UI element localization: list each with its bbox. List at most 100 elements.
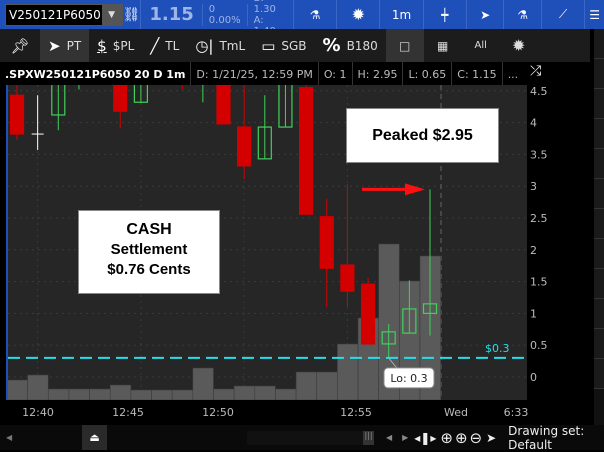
drawing-set-selector[interactable]: Drawing set: Default — [508, 423, 585, 452]
bar-low: L: 0.65 — [403, 62, 453, 86]
percent-icon: % — [322, 35, 341, 56]
gear-icon[interactable]: ✹ — [337, 0, 381, 29]
candle-body — [51, 85, 66, 116]
volume-bar — [337, 343, 359, 400]
candle-style-icon[interactable]: ┿ — [424, 0, 467, 29]
scrollbar-handle[interactable]: ||| — [363, 430, 374, 445]
tool-pt[interactable]: ➤ PT — [40, 29, 90, 62]
candle-body — [340, 264, 355, 292]
candle-body — [133, 85, 148, 103]
candle-body — [9, 94, 25, 135]
y-tick-label: 2.5 — [530, 212, 548, 225]
x-tick-label: 6:33 — [504, 406, 529, 419]
bid: B: 1.30 — [253, 0, 276, 15]
pin-icon: 📌︎ — [10, 36, 30, 55]
candle-body — [381, 331, 396, 345]
bar-open: O: 1 — [319, 62, 353, 86]
volume-bar — [8, 379, 28, 400]
cursor-mode-icon[interactable]: ➤ — [486, 430, 497, 445]
change-pct: 0.00% — [208, 14, 241, 26]
drawing-icon[interactable]: ⟋ — [542, 0, 586, 29]
flask-icon[interactable]: ⚗ — [294, 0, 338, 29]
tool-label: SGB — [281, 38, 307, 53]
low-bubble-text: Lo: 0.3 — [390, 372, 427, 385]
volume-bar — [316, 371, 338, 400]
volume-bar — [68, 388, 90, 400]
all-button[interactable]: All — [474, 40, 487, 51]
grid-layout-button[interactable]: ▦ — [424, 29, 462, 62]
scroll-left-icon[interactable]: ◀ — [6, 433, 13, 442]
y-tick-label: 3 — [530, 180, 537, 193]
tool-label: PT — [66, 38, 82, 53]
step-left-icon[interactable]: ◀ — [385, 433, 393, 442]
link-icon[interactable]: ⛓ — [123, 0, 142, 29]
volume-bar — [89, 388, 111, 400]
red-arrow-head — [405, 183, 425, 196]
time-scrollbar[interactable] — [246, 430, 364, 445]
tool-label: TmL — [219, 38, 246, 53]
expand-panel-button[interactable]: ⏏ — [82, 425, 107, 450]
volume-bar — [151, 389, 173, 400]
change: 0 — [208, 3, 216, 15]
candle-body — [257, 126, 272, 160]
settings-gear-icon[interactable]: ✹ — [512, 36, 526, 55]
y-tick-label: 4 — [530, 117, 537, 130]
step-right-icon[interactable]: ▶ — [402, 433, 409, 442]
crosshair-icon[interactable]: ⊕ — [440, 428, 453, 447]
pin-button[interactable]: 📌︎ — [0, 29, 40, 62]
volume-bar — [192, 367, 214, 400]
volume-bar — [47, 388, 70, 400]
pan-icon[interactable]: ◂❚▸ — [414, 430, 437, 445]
timeframe-button[interactable]: 1m — [380, 0, 424, 29]
candle-body — [402, 308, 417, 334]
zoom-in-icon[interactable]: ⊕ — [454, 428, 468, 447]
study-flask-icon[interactable]: ⚗ — [504, 0, 543, 29]
note-line: CASH — [126, 221, 172, 238]
right-panel-strip — [594, 29, 604, 425]
chart-info-row: .SPXW250121P6050 20 D 1m D: 1/21/25, 12:… — [0, 62, 527, 86]
tool-pl[interactable]: $ $PL — [89, 29, 142, 62]
tool-label: $PL — [112, 38, 135, 53]
menu-icon[interactable]: ☰ — [589, 7, 600, 22]
y-tick-label: 1 — [530, 307, 537, 320]
volume-bar — [27, 374, 49, 400]
volume-bar — [130, 389, 152, 400]
auto-scale-icon[interactable]: ⤮ — [530, 63, 542, 79]
dollar-icon: $ — [97, 36, 107, 55]
x-tick-label: Wed — [444, 406, 468, 419]
more-info[interactable]: ... — [507, 67, 519, 81]
tool-tml[interactable]: ◷| TmL — [187, 29, 253, 62]
price-level-label: $0.3 — [485, 342, 510, 355]
low-bubble-pointer — [388, 357, 398, 369]
volume-bar — [213, 388, 235, 400]
single-layout-button[interactable]: □ — [385, 29, 424, 62]
candle-body — [216, 85, 231, 125]
tool-b180[interactable]: % B180 — [315, 29, 386, 62]
y-tick-label: 4.5 — [530, 85, 548, 98]
expand-up-icon: ⏏ — [89, 431, 100, 444]
y-tick-label: 2 — [530, 244, 537, 257]
volume-bar — [275, 388, 297, 400]
low-bubble — [383, 367, 435, 389]
candle-body — [278, 85, 293, 128]
last-price: 1.15 — [149, 4, 194, 25]
chevron-down-icon[interactable]: ▼ — [101, 4, 122, 25]
volume-bar — [254, 385, 276, 400]
cursor-icon[interactable]: ➤ — [467, 0, 505, 29]
candle-body — [360, 283, 376, 345]
drawing-toolbar: 📌︎ ➤ PT $ $PL ╱ TL ◷| TmL ▭ SGB % B180 □ ▦ All… — [0, 29, 590, 62]
note-line: Settlement — [110, 241, 188, 258]
tool-tl[interactable]: ╱ TL — [142, 29, 187, 62]
bar-high: H: 2.95 — [353, 62, 404, 86]
y-tick-label: 1.5 — [530, 276, 548, 289]
x-tick-label: 12:40 — [22, 406, 54, 419]
symbol-selector[interactable]: V250121P6050 ▼ — [5, 3, 123, 26]
tool-label: TL — [165, 38, 180, 53]
candle-body — [319, 216, 334, 269]
volume-bar — [233, 385, 256, 400]
tool-label: B180 — [346, 38, 378, 53]
zoom-out-icon[interactable]: ⊖ — [469, 428, 483, 447]
tool-sgb[interactable]: ▭ SGB — [253, 29, 314, 62]
grid-icon: ▦ — [437, 38, 449, 53]
x-tick-label: 12:45 — [112, 406, 144, 419]
